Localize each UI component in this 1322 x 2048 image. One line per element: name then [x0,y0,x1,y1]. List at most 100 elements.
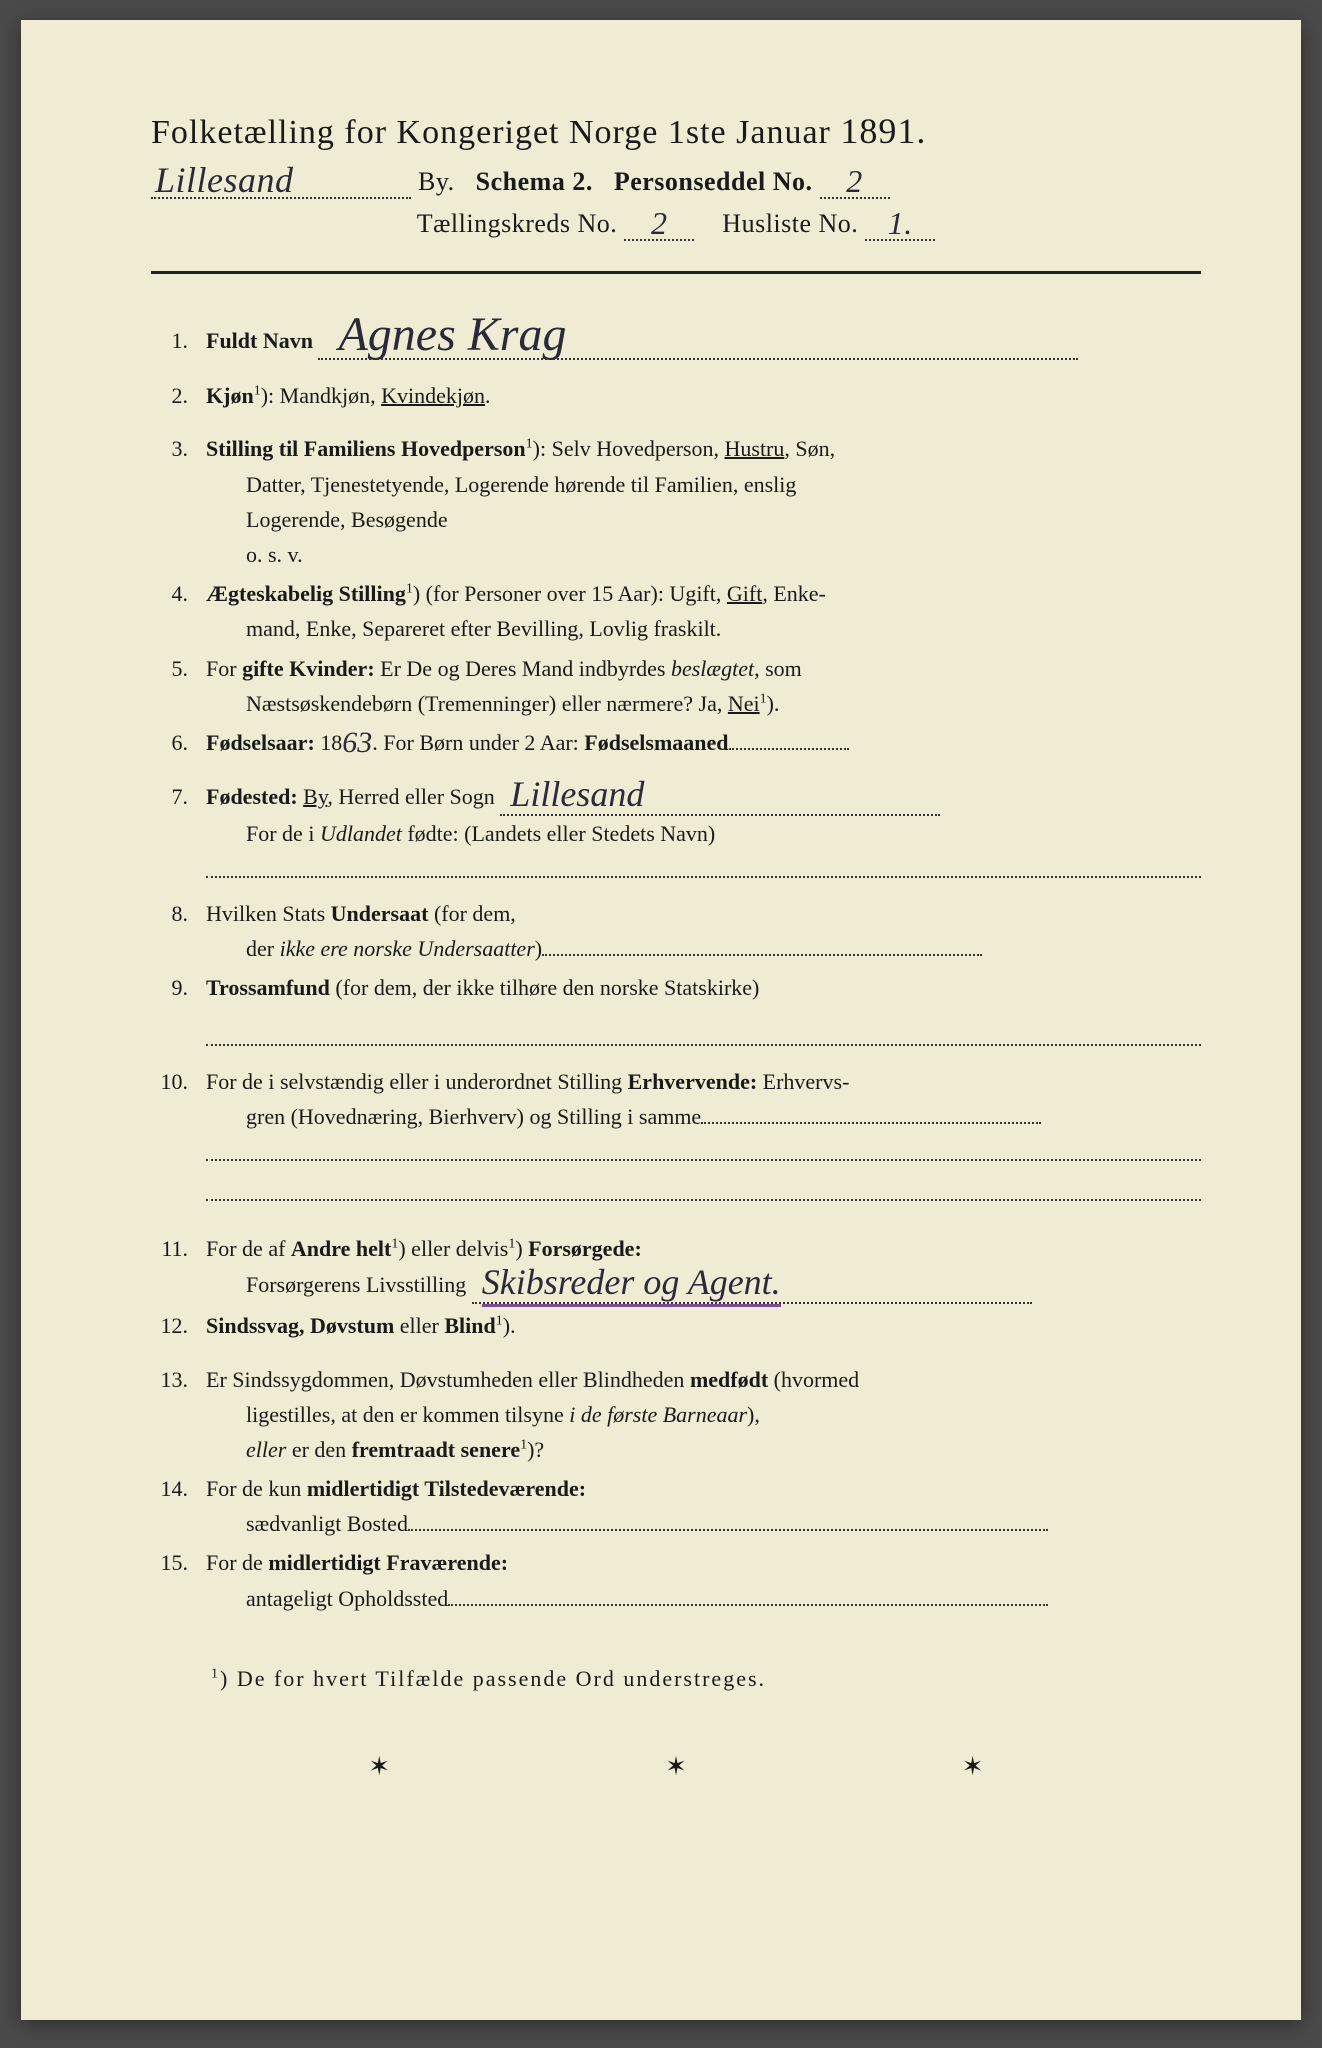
q12-sup: 1 [496,1314,503,1329]
q15-line2: antageligt Opholdssted [246,1586,448,1611]
q7-italic: Udlandet [320,821,402,846]
q5-text-a: Er De og Deres Mand indbyrdes [375,656,671,681]
q13-body: Er Sindssygdommen, Døvstumheden eller Bl… [206,1362,1201,1468]
q12-body: Sindssvag, Døvstum eller Blind1). [206,1308,1201,1343]
q5-italic: beslægtet [671,656,754,681]
q13-line2-a: ligestilles, at den er kommen tilsyne [246,1402,569,1427]
q10-num: 10. [151,1064,206,1099]
schema-label: Schema 2. [476,167,593,196]
q2-body: Kjøn1): Mandkjøn, Kvindekjøn. [206,378,1201,413]
q1-value: Agnes Krag [338,308,566,361]
footnote-sup: 1 [211,1666,220,1681]
q3-text-a: ): Selv Hovedperson, [533,436,725,461]
q6-year-hw: 63 [342,726,372,759]
q9-num: 9. [151,970,206,1005]
q5-num: 5. [151,651,206,686]
q10-extra-dots-2 [206,1179,1201,1201]
q1-body: Fuldt Navn Agnes Krag [206,314,1201,360]
q7-line2-wrap: For de i Udlandet fødte: (Landets eller … [206,816,1201,851]
q13-line3-b: er den [286,1437,351,1462]
q5-text-b: , som [754,656,802,681]
q11-value-field: Skibsreder og Agent. [472,1266,1032,1304]
city-handwritten: Lillesand [155,160,294,200]
q6-row: 6. Fødselsaar: 1863. For Børn under 2 Aa… [151,725,1201,760]
kreds-label: Tællingskreds No. [417,209,618,238]
q14-row: 14. For de kun midlertidigt Tilstedevære… [151,1471,1201,1541]
q11-line2-wrap: Forsørgerens Livsstilling Skibsreder og … [206,1266,1201,1304]
q10-dots [701,1102,1041,1124]
q13-text-a: Er Sindssygdommen, Døvstumheden eller Bl… [206,1367,690,1392]
city-field: Lillesand [151,164,411,199]
star-row: ✶ ✶ ✶ [151,1752,1201,1782]
q7-value-field: Lillesand [500,778,940,816]
q8-text-b: (for dem, [428,901,515,926]
q8-label: Undersaat [331,901,429,926]
q6-body: Fødselsaar: 1863. For Børn under 2 Aar: … [206,725,1201,760]
q11-line2: Forsørgerens Livsstilling [246,1272,466,1297]
q3-text-b: , Søn, [784,436,835,461]
q2-text-b: . [485,383,491,408]
q15-num: 15. [151,1545,206,1580]
q10-line2-wrap: gren (Hovednæring, Bierhverv) og Stillin… [206,1099,1201,1134]
footnote-text: ) De for hvert Tilfælde passende Ord und… [220,1666,766,1691]
q6-suffix: . For Børn under 2 Aar: [372,730,584,755]
q4-text-a: ) (for Personer over 15 Aar): Ugift, [413,581,727,606]
q8-text-a: Hvilken Stats [206,901,331,926]
q7-underlined: By [303,784,327,809]
personseddel-no: 2 [846,163,863,199]
q10-text-b: Erhvervs- [757,1069,849,1094]
q9-row: 9. Trossamfund (for dem, der ikke tilhør… [151,970,1201,1005]
q11-text-b: ) eller delvis [398,1236,508,1261]
q9-extra-dots [206,1023,1201,1045]
q13-num: 13. [151,1362,206,1397]
q11-row: 11. For de af Andre helt1) eller delvis1… [151,1231,1201,1304]
q13-text-b: (hvormed [768,1367,859,1392]
q8-line2-b: ) [535,936,542,961]
q3-sup: 1 [526,437,533,452]
q3-line4: o. s. v. [206,537,1201,572]
city-line: Lillesand By. Schema 2. Personseddel No.… [151,164,1201,199]
q15-dots [448,1584,1048,1606]
census-form-page: Folketælling for Kongeriget Norge 1ste J… [21,20,1301,2020]
q13-row: 13. Er Sindssygdommen, Døvstumheden elle… [151,1362,1201,1468]
q11-text-c: ) [515,1236,528,1261]
q6-num: 6. [151,725,206,760]
q2-text-a: ): Mandkjøn, [261,383,381,408]
q10-body: For de i selvstændig eller i underordnet… [206,1064,1201,1134]
q10-label: Erhvervende: [628,1069,758,1094]
q3-underlined: Hustru [725,436,785,461]
q5-underlined: Nei [728,691,760,716]
q7-num: 7. [151,779,206,814]
q13-line3-wrap: eller er den fremtraadt senere1)? [206,1432,1201,1467]
q12-num: 12. [151,1308,206,1343]
personseddel-label: Personseddel No. [614,167,813,196]
q10-extra-dots-1 [206,1138,1201,1160]
q4-label: Ægteskabelig Stilling [206,581,406,606]
star-icon: ✶ [665,1752,687,1782]
by-label: By. [418,167,455,196]
q11-bold-b: Forsørgede: [528,1236,642,1261]
q12-label: Sindssvag, Døvstum [206,1313,394,1338]
q15-text-a: For de [206,1550,268,1575]
q2-sup: 1 [254,384,261,399]
q13-italic: i de første Barneaar [569,1402,747,1427]
q8-line2-wrap: der ikke ere norske Undersaatter) [206,931,1201,966]
q4-num: 4. [151,576,206,611]
q14-line2: sædvanligt Bosted [246,1511,408,1536]
q12-bold: Blind [444,1313,495,1338]
q7-line2-a: For de i [246,821,320,846]
q5-line2-a: Næstsøskendebørn (Tremenninger) eller næ… [246,691,728,716]
q6-prefix: 18 [315,730,343,755]
q12-text-b: ). [503,1313,516,1338]
q13-line3-c: )? [527,1437,544,1462]
q2-underlined: Kvindekjøn [381,383,485,408]
q12-row: 12. Sindssvag, Døvstum eller Blind1). [151,1308,1201,1343]
q15-row: 15. For de midlertidigt Fraværende: anta… [151,1545,1201,1615]
q4-underlined: Gift [727,581,762,606]
q3-body: Stilling til Familiens Hovedperson1): Se… [206,431,1201,572]
q1-label: Fuldt Navn [206,328,313,353]
q3-row: 3. Stilling til Familiens Hovedperson1):… [151,431,1201,572]
q2-label: Kjøn [206,383,254,408]
q6-dots [729,728,849,750]
q9-body: Trossamfund (for dem, der ikke tilhøre d… [206,970,1201,1005]
